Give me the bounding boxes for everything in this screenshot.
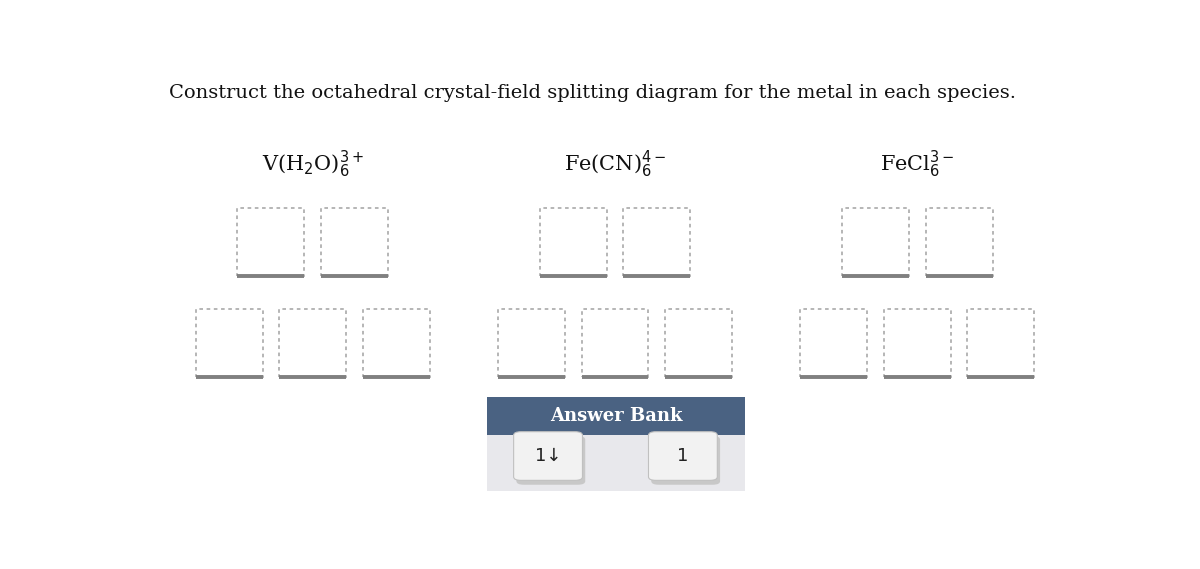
Text: V(H$_2$O)$_6^{3+}$: V(H$_2$O)$_6^{3+}$ bbox=[262, 149, 364, 180]
Bar bbox=[582, 310, 648, 377]
Bar bbox=[498, 310, 565, 377]
Text: Construct the octahedral crystal-field splitting diagram for the metal in each s: Construct the octahedral crystal-field s… bbox=[168, 84, 1015, 102]
Text: Answer Bank: Answer Bank bbox=[550, 407, 682, 424]
Bar bbox=[800, 310, 868, 377]
FancyBboxPatch shape bbox=[516, 436, 586, 485]
Bar bbox=[925, 208, 992, 277]
Bar bbox=[623, 208, 690, 277]
FancyBboxPatch shape bbox=[652, 436, 720, 485]
Bar bbox=[280, 310, 347, 377]
Bar bbox=[322, 208, 388, 277]
FancyBboxPatch shape bbox=[514, 432, 582, 480]
Bar bbox=[883, 310, 950, 377]
Text: FeCl$_6^{3-}$: FeCl$_6^{3-}$ bbox=[880, 149, 954, 180]
Text: 1↓: 1↓ bbox=[535, 447, 562, 465]
FancyBboxPatch shape bbox=[648, 432, 718, 480]
Bar bbox=[362, 310, 430, 377]
Bar bbox=[238, 208, 305, 277]
Text: 1: 1 bbox=[677, 447, 689, 465]
Bar bbox=[487, 435, 745, 491]
Text: Fe(CN)$_6^{4-}$: Fe(CN)$_6^{4-}$ bbox=[564, 149, 666, 180]
Bar bbox=[487, 397, 745, 435]
Bar bbox=[540, 208, 607, 277]
Bar bbox=[665, 310, 732, 377]
Bar bbox=[842, 208, 908, 277]
Bar bbox=[967, 310, 1034, 377]
Bar bbox=[196, 310, 263, 377]
